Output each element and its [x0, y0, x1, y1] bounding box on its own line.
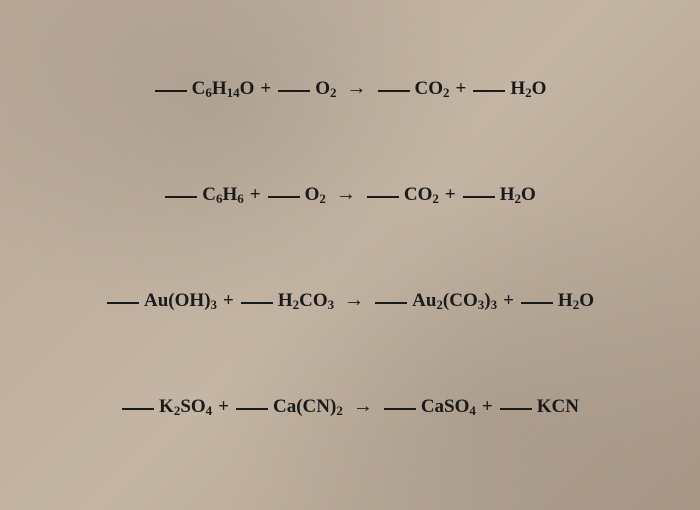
plus-symbol: + — [456, 78, 467, 100]
chemical-formula: C6H14O — [192, 78, 255, 100]
coefficient-blank[interactable] — [384, 408, 416, 410]
chemical-formula: K2SO4 — [159, 396, 212, 418]
arrow-symbol: → — [353, 395, 373, 418]
chemical-formula: H2O — [558, 290, 594, 312]
arrow-symbol: → — [336, 183, 356, 206]
equation-3: Au(OH)3 + H2CO3 → Au2(CO3)3 + H2O — [60, 289, 640, 312]
plus-symbol: + — [445, 184, 456, 206]
plus-symbol: + — [503, 290, 514, 312]
plus-symbol: + — [223, 290, 234, 312]
coefficient-blank[interactable] — [268, 196, 300, 198]
coefficient-blank[interactable] — [375, 302, 407, 304]
chemical-formula: KCN — [537, 396, 579, 418]
plus-symbol: + — [218, 396, 229, 418]
chemical-formula: H2O — [500, 184, 536, 206]
chemical-formula: C6H6 — [202, 184, 244, 206]
chemical-formula: Ca(CN)2 — [273, 396, 343, 418]
coefficient-blank[interactable] — [500, 408, 532, 410]
chemical-formula: CaSO4 — [421, 396, 476, 418]
plus-symbol: + — [250, 184, 261, 206]
coefficient-blank[interactable] — [521, 302, 553, 304]
chemical-formula: CO2 — [404, 184, 439, 206]
arrow-symbol: → — [347, 77, 367, 100]
equation-1: C6H14O+O2→CO2+H2O — [60, 77, 640, 100]
coefficient-blank[interactable] — [278, 90, 310, 92]
coefficient-blank[interactable] — [155, 90, 187, 92]
arrow-symbol: → — [344, 289, 364, 312]
coefficient-blank[interactable] — [241, 302, 273, 304]
coefficient-blank[interactable] — [236, 408, 268, 410]
plus-symbol: + — [260, 78, 271, 100]
coefficient-blank[interactable] — [473, 90, 505, 92]
chemical-formula: Au(OH)3 — [144, 290, 217, 312]
chemical-formula: H2O — [510, 78, 546, 100]
coefficient-blank[interactable] — [378, 90, 410, 92]
chemical-formula: O2 — [305, 184, 326, 206]
chemical-formula: O2 — [315, 78, 336, 100]
chemical-formula: CO2 — [415, 78, 450, 100]
chemical-formula: H2CO3 — [278, 290, 334, 312]
plus-symbol: + — [482, 396, 493, 418]
equation-4: K2SO4 + Ca(CN)2 → CaSO4 + KCN — [60, 395, 640, 418]
coefficient-blank[interactable] — [107, 302, 139, 304]
coefficient-blank[interactable] — [367, 196, 399, 198]
coefficient-blank[interactable] — [165, 196, 197, 198]
equation-2: C6H6 + O2 → CO2 + H2O — [60, 183, 640, 206]
chemical-formula: Au2(CO3)3 — [412, 290, 497, 312]
coefficient-blank[interactable] — [122, 408, 154, 410]
coefficient-blank[interactable] — [463, 196, 495, 198]
